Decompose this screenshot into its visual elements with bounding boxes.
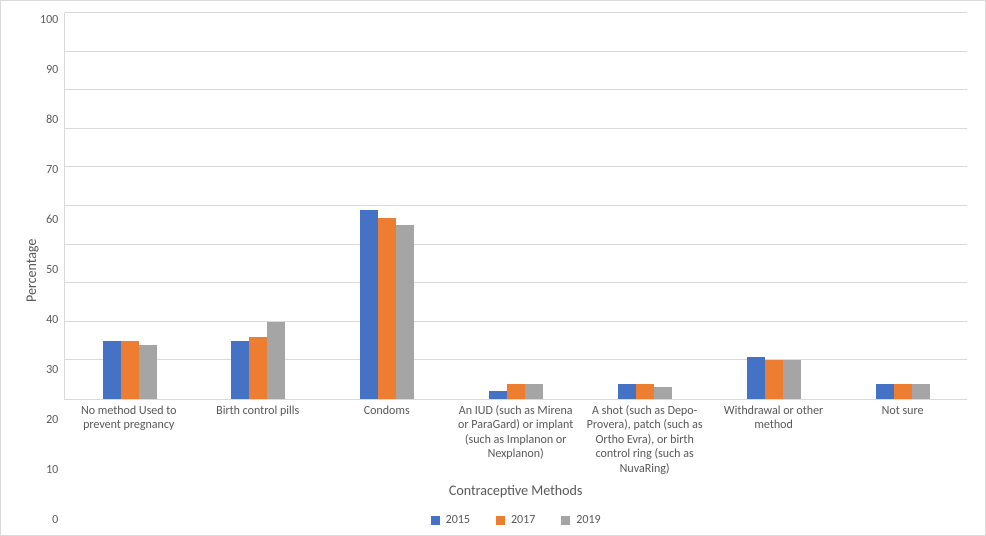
legend-swatch — [496, 516, 505, 525]
bar — [249, 337, 267, 399]
legend-label: 2019 — [576, 513, 600, 527]
x-tick-label: Condoms — [322, 404, 451, 476]
plot-wrap: No method Used to prevent pregnancyBirth… — [64, 13, 967, 527]
legend-swatch — [561, 516, 570, 525]
x-tick-label: An IUD (such as Mirena or ParaGard) or i… — [451, 404, 580, 476]
y-tick-label: 100 — [40, 13, 58, 27]
chart-container: Percentage 1009080706050403020100 No met… — [0, 0, 986, 536]
bar — [876, 384, 894, 399]
y-tick-label: 0 — [52, 513, 58, 527]
x-axis-title: Contraceptive Methods — [64, 482, 967, 499]
plot-area — [64, 13, 967, 400]
bar-group — [194, 13, 323, 399]
bar — [654, 387, 672, 399]
x-tick-label: Withdrawal or other method — [709, 404, 838, 476]
x-tick-label: No method Used to prevent pregnancy — [64, 404, 193, 476]
bar — [894, 384, 912, 399]
legend-item: 2015 — [431, 513, 470, 527]
bar-group — [838, 13, 967, 399]
bar — [121, 341, 139, 399]
y-tick-label: 90 — [46, 63, 58, 77]
bar-group — [323, 13, 452, 399]
bar — [489, 391, 507, 399]
legend-item: 2017 — [496, 513, 535, 527]
bar — [618, 384, 636, 399]
bar — [783, 360, 801, 399]
y-tick-label: 50 — [46, 263, 58, 277]
x-tick-label: A shot (such as Depo-Provera), patch (su… — [580, 404, 709, 476]
chart-body: Percentage 1009080706050403020100 No met… — [19, 13, 967, 527]
y-tick-label: 40 — [46, 313, 58, 327]
y-tick-label: 70 — [46, 163, 58, 177]
legend-label: 2017 — [511, 513, 535, 527]
y-axis-title: Percentage — [19, 13, 40, 527]
y-tick-label: 20 — [46, 413, 58, 427]
y-tick-label: 60 — [46, 213, 58, 227]
bar — [912, 384, 930, 399]
bar — [103, 341, 121, 399]
legend: 2015 2017 2019 — [64, 513, 967, 527]
bar-group — [709, 13, 838, 399]
bar — [747, 357, 765, 399]
y-tick-label: 30 — [46, 363, 58, 377]
bar — [378, 218, 396, 399]
bar — [396, 225, 414, 399]
legend-item: 2019 — [561, 513, 600, 527]
bar — [507, 384, 525, 399]
y-axis-ticks: 1009080706050403020100 — [40, 13, 64, 527]
x-axis-labels: No method Used to prevent pregnancyBirth… — [64, 404, 967, 476]
bar — [139, 345, 157, 399]
y-tick-label: 80 — [46, 113, 58, 127]
x-tick-label: Not sure — [838, 404, 967, 476]
x-tick-label: Birth control pills — [193, 404, 322, 476]
bar — [360, 210, 378, 399]
y-tick-label: 10 — [46, 463, 58, 477]
bar-group — [452, 13, 581, 399]
bar — [267, 322, 285, 399]
bar-group — [581, 13, 710, 399]
bar — [636, 384, 654, 399]
bar — [525, 384, 543, 399]
bar-group — [65, 13, 194, 399]
bar-groups — [65, 13, 967, 399]
bar — [765, 360, 783, 399]
legend-swatch — [431, 516, 440, 525]
bar — [231, 341, 249, 399]
legend-label: 2015 — [446, 513, 470, 527]
